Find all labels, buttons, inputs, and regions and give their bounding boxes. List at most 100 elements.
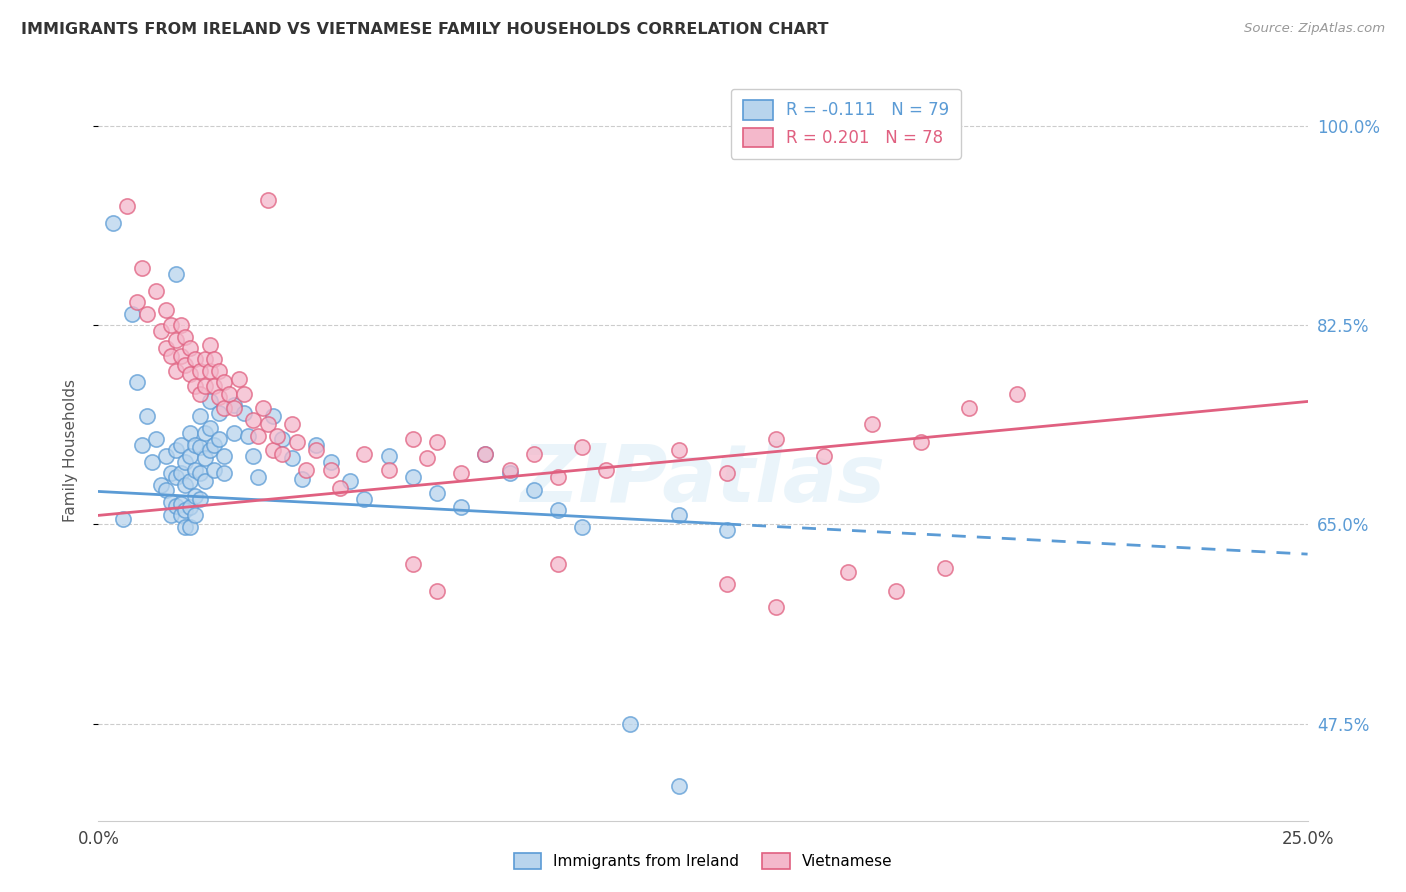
Point	[256, 193, 278, 207]
Point	[160, 467, 183, 481]
Point	[416, 451, 439, 466]
Point	[188, 440, 211, 454]
Text: Source: ZipAtlas.com: Source: ZipAtlas.com	[1244, 22, 1385, 36]
Legend: R = -0.111   N = 79, R = 0.201   N = 78: R = -0.111 N = 79, R = 0.201 N = 78	[731, 88, 960, 159]
Point	[910, 435, 932, 450]
Point	[716, 576, 738, 591]
Point	[377, 449, 399, 463]
Point	[329, 481, 352, 495]
Point	[547, 469, 569, 483]
Point	[194, 352, 217, 367]
Point	[285, 435, 308, 450]
Point	[155, 483, 177, 498]
Point	[222, 401, 245, 416]
Point	[295, 463, 318, 477]
Point	[252, 401, 274, 416]
Point	[208, 390, 231, 404]
Point	[179, 520, 201, 534]
Point	[179, 341, 201, 355]
Point	[222, 398, 245, 412]
Point	[198, 420, 221, 434]
Point	[194, 451, 217, 466]
Point	[101, 216, 124, 230]
Point	[184, 438, 207, 452]
Point	[165, 267, 187, 281]
Point	[121, 307, 143, 321]
Point	[174, 520, 197, 534]
Point	[281, 451, 304, 466]
Point	[402, 432, 425, 446]
Point	[169, 438, 191, 452]
Point	[198, 364, 221, 378]
Point	[204, 438, 226, 452]
Point	[174, 329, 197, 343]
Point	[184, 489, 207, 503]
Point	[165, 364, 187, 378]
Point	[179, 426, 201, 441]
Point	[145, 432, 167, 446]
Point	[141, 455, 163, 469]
Point	[595, 463, 617, 477]
Point	[668, 780, 690, 794]
Point	[194, 474, 217, 488]
Point	[198, 394, 221, 409]
Point	[155, 303, 177, 318]
Point	[305, 443, 328, 458]
Point	[127, 375, 149, 389]
Point	[127, 295, 149, 310]
Point	[188, 492, 211, 507]
Point	[716, 467, 738, 481]
Point	[179, 367, 201, 381]
Point	[169, 508, 191, 523]
Point	[262, 409, 284, 424]
Point	[208, 364, 231, 378]
Point	[256, 417, 278, 432]
Point	[353, 492, 375, 507]
Point	[160, 349, 183, 363]
Point	[131, 261, 153, 276]
Point	[242, 449, 264, 463]
Point	[212, 467, 235, 481]
Text: IMMIGRANTS FROM IRELAND VS VIETNAMESE FAMILY HOUSEHOLDS CORRELATION CHART: IMMIGRANTS FROM IRELAND VS VIETNAMESE FA…	[21, 22, 828, 37]
Point	[232, 386, 254, 401]
Point	[450, 500, 472, 515]
Point	[957, 401, 980, 416]
Legend: Immigrants from Ireland, Vietnamese: Immigrants from Ireland, Vietnamese	[508, 847, 898, 875]
Point	[174, 358, 197, 372]
Point	[860, 417, 883, 432]
Point	[716, 523, 738, 537]
Point	[188, 386, 211, 401]
Point	[184, 378, 207, 392]
Point	[242, 413, 264, 427]
Point	[198, 443, 221, 458]
Point	[571, 520, 593, 534]
Point	[160, 494, 183, 508]
Point	[212, 449, 235, 463]
Point	[498, 467, 520, 481]
Point	[668, 443, 690, 458]
Point	[837, 566, 859, 580]
Point	[169, 318, 191, 333]
Point	[247, 428, 270, 442]
Point	[155, 341, 177, 355]
Point	[547, 502, 569, 516]
Point	[135, 409, 157, 424]
Y-axis label: Family Households: Family Households	[63, 379, 77, 522]
Point	[426, 583, 449, 598]
Point	[165, 500, 187, 514]
Point	[426, 435, 449, 450]
Point	[218, 386, 240, 401]
Point	[198, 337, 221, 351]
Point	[402, 558, 425, 572]
Point	[155, 449, 177, 463]
Point	[150, 324, 173, 338]
Point	[188, 409, 211, 424]
Text: ZIPatlas: ZIPatlas	[520, 441, 886, 519]
Point	[765, 599, 787, 614]
Point	[377, 463, 399, 477]
Point	[426, 485, 449, 500]
Point	[247, 469, 270, 483]
Point	[547, 558, 569, 572]
Point	[886, 583, 908, 598]
Point	[305, 438, 328, 452]
